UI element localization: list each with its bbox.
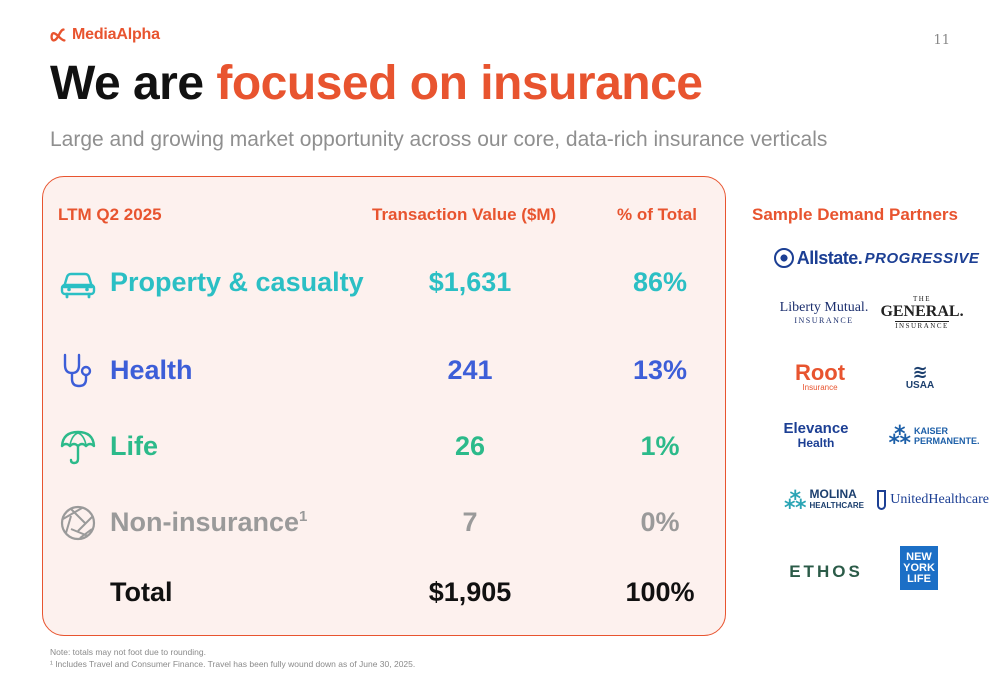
root-wordmark: Root xyxy=(794,359,846,385)
partners-title: Sample Demand Partners xyxy=(752,205,958,224)
molina-name: MOLINA xyxy=(809,487,857,501)
progressive-wordmark: PROGRESSIVE xyxy=(864,249,980,267)
new-york-life-logo: NEW YORK LIFE xyxy=(865,546,973,590)
kaiser-top: KAISER xyxy=(914,426,949,436)
header-period: LTM Q2 2025 xyxy=(58,205,162,224)
uhc-wordmark: UnitedHealthcare xyxy=(890,492,989,507)
uhc-shield-icon xyxy=(877,490,887,510)
the-general-wordmark: GENERAL. xyxy=(880,302,964,320)
the-general-logo: THE GENERAL. INSURANCE xyxy=(868,292,976,332)
row-label: Property & casualty xyxy=(110,267,364,297)
table-row-health: Health 241 13% xyxy=(0,347,726,395)
brand-logo: MediaAlpha xyxy=(50,26,160,44)
row-value: $1,631 xyxy=(428,267,512,297)
liberty-mutual-wordmark: Liberty Mutual. xyxy=(779,299,869,315)
title-part-2: focused on insurance xyxy=(216,57,703,110)
elevance-subtitle: Health xyxy=(797,436,835,450)
liberty-mutual-logo: Liberty Mutual. INSURANCE xyxy=(770,292,878,332)
title-part-1: We are xyxy=(50,57,217,110)
molina-healthcare-logo: ⁂ MOLINA HEALTHCARE xyxy=(770,480,878,520)
progressive-logo: PROGRESSIVE xyxy=(865,238,979,278)
root-subtitle: Insurance xyxy=(802,382,838,392)
allstate-logo: Allstate. xyxy=(764,238,872,278)
row-label: Life xyxy=(110,431,159,461)
rounding-note: Note: totals may not foot due to roundin… xyxy=(50,647,206,657)
insurance-table-panel xyxy=(42,176,726,636)
allstate-hands-icon xyxy=(773,248,794,268)
nyl-line-2: YORK xyxy=(903,561,935,574)
footnote-marker: 1 xyxy=(299,508,308,525)
molina-wordmark: MOLINA HEALTHCARE xyxy=(809,487,865,511)
stethoscope-icon xyxy=(63,353,92,388)
ethos-wordmark: ETHOS xyxy=(789,562,863,581)
root-logo: Root Insurance xyxy=(766,357,874,397)
elevance-wordmark: Elevance xyxy=(783,420,849,437)
kaiser-permanente-logo: ⁂ KAISER PERMANENTE. xyxy=(880,416,988,456)
the-general-subtitle: INSURANCE xyxy=(895,320,949,330)
page-title: We are focused on insurance xyxy=(50,56,703,111)
kaiser-figure-icon: ⁂ xyxy=(888,423,911,448)
total-percent: 100% xyxy=(625,577,695,607)
row-value: 7 xyxy=(462,507,478,537)
page-number: 11 xyxy=(933,33,950,48)
nyl-line-1: NEW xyxy=(906,550,932,563)
usaa-logo: ≋ USAA xyxy=(866,357,974,397)
aperture-icon xyxy=(60,505,96,541)
header-transaction-value: Transaction Value ($M) xyxy=(372,205,557,224)
row-value: 241 xyxy=(447,355,493,385)
nyl-line-3: LIFE xyxy=(907,572,931,585)
total-value: $1,905 xyxy=(428,577,512,607)
molina-people-icon: ⁂ xyxy=(783,487,807,513)
row-label-text: Non-insurance xyxy=(110,507,300,537)
ethos-logo: ETHOS xyxy=(772,552,880,592)
total-label: Total xyxy=(110,577,173,607)
table-row-non-insurance: Non-insurance1 7 0% xyxy=(0,499,726,547)
allstate-wordmark: Allstate. xyxy=(796,247,863,268)
usaa-eagle-icon: ≋ xyxy=(912,361,928,382)
table-row-property-casualty: Property & casualty $1,631 86% xyxy=(0,259,726,307)
usaa-wordmark: USAA xyxy=(905,379,935,391)
kaiser-wordmark: KAISER PERMANENTE. xyxy=(914,426,980,446)
row-value: 26 xyxy=(454,431,486,461)
page-subtitle: Large and growing market opportunity acr… xyxy=(50,128,828,151)
row-label: Health xyxy=(110,355,193,385)
footnote-1: ¹ Includes Travel and Consumer Finance. … xyxy=(50,659,416,669)
header-percent-total: % of Total xyxy=(617,205,697,224)
alpha-logo-icon xyxy=(50,28,66,42)
elevance-health-logo: Elevance Health xyxy=(762,416,870,456)
umbrella-icon xyxy=(60,430,96,465)
kaiser-bottom: PERMANENTE. xyxy=(914,436,980,446)
nyl-box: NEW YORK LIFE xyxy=(900,546,938,590)
table-row-life: Life 26 1% xyxy=(0,423,726,471)
row-percent: 86% xyxy=(632,267,688,297)
row-percent: 1% xyxy=(640,431,680,461)
row-label: Non-insurance1 xyxy=(110,507,307,538)
row-percent: 0% xyxy=(640,507,680,537)
the-general-top: THE xyxy=(912,294,932,303)
liberty-mutual-subtitle: INSURANCE xyxy=(794,315,854,325)
table-row-total: Total $1,905 100% xyxy=(0,569,726,617)
unitedhealthcare-logo: UnitedHealthcare xyxy=(877,480,989,520)
car-icon xyxy=(60,272,96,299)
row-percent: 13% xyxy=(632,355,688,385)
molina-subtitle: HEALTHCARE xyxy=(809,501,865,510)
brand-name: MediaAlpha xyxy=(72,26,160,43)
